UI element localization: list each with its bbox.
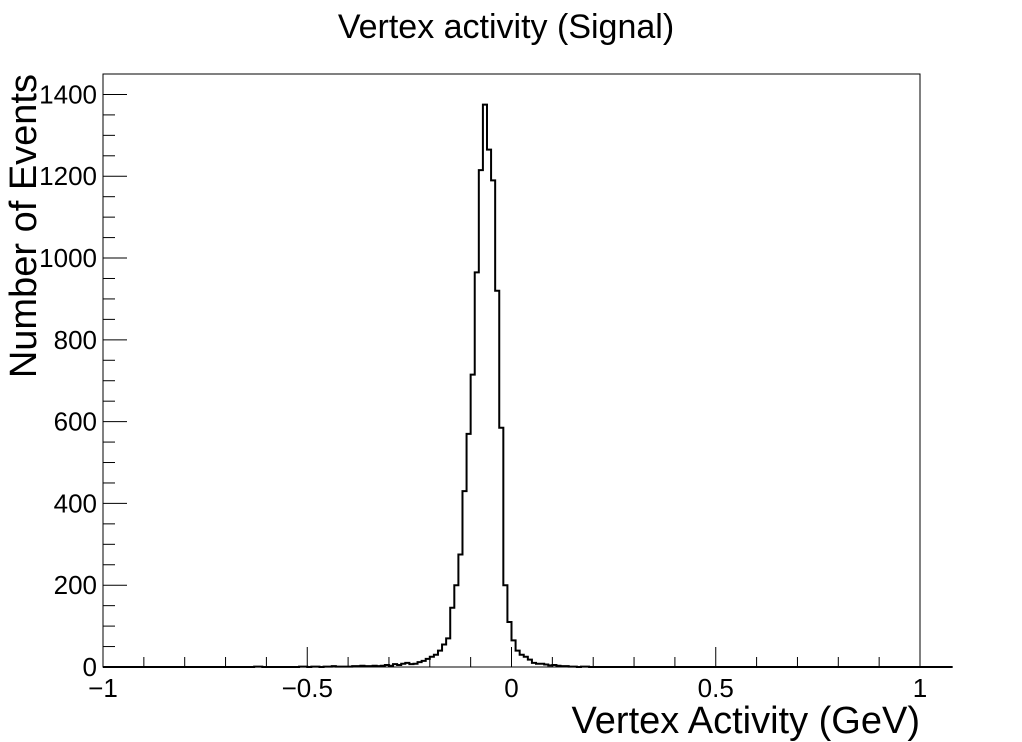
x-axis-ticks bbox=[102, 647, 921, 667]
y-axis-tick-labels: 0 200 400 600 800 1000 1200 1400 bbox=[39, 79, 97, 682]
x-tick-label: 1 bbox=[913, 673, 927, 703]
y-tick-label: 600 bbox=[54, 407, 97, 437]
x-axis-label: Vertex Activity (GeV) bbox=[572, 700, 920, 742]
y-tick-label: 1400 bbox=[39, 79, 97, 109]
y-tick-label: 200 bbox=[54, 570, 97, 600]
y-axis-label: Number of Events bbox=[3, 74, 45, 378]
y-tick-label: 0 bbox=[83, 652, 97, 682]
y-tick-label: 800 bbox=[54, 325, 97, 355]
histogram-series-line bbox=[103, 103, 953, 668]
plot-frame bbox=[102, 73, 921, 668]
x-tick-label: 0.5 bbox=[698, 673, 734, 703]
x-tick-label: −1 bbox=[88, 673, 118, 703]
x-axis-tick-labels: −1 −0.5 0 0.5 1 bbox=[88, 673, 927, 703]
y-axis-ticks bbox=[103, 93, 127, 668]
x-tick-label: 0 bbox=[504, 673, 518, 703]
y-tick-label: 400 bbox=[54, 488, 97, 518]
y-tick-label: 1000 bbox=[39, 243, 97, 273]
y-tick-label: 1200 bbox=[39, 161, 97, 191]
x-tick-label: −0.5 bbox=[282, 673, 333, 703]
chart-title: Vertex activity (Signal) bbox=[338, 8, 674, 46]
